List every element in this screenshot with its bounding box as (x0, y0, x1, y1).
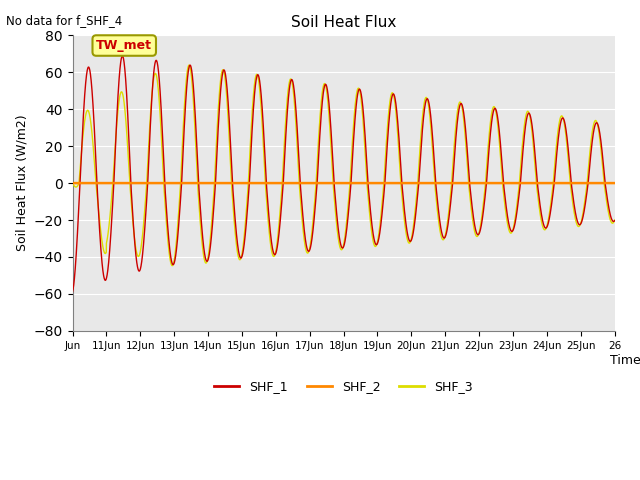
Y-axis label: Soil Heat Flux (W/m2): Soil Heat Flux (W/m2) (15, 115, 28, 252)
Text: TW_met: TW_met (96, 39, 152, 52)
Title: Soil Heat Flux: Soil Heat Flux (291, 15, 396, 30)
Legend: SHF_1, SHF_2, SHF_3: SHF_1, SHF_2, SHF_3 (209, 375, 477, 398)
X-axis label: Time: Time (610, 355, 640, 368)
Text: No data for f_SHF_4: No data for f_SHF_4 (6, 14, 123, 27)
